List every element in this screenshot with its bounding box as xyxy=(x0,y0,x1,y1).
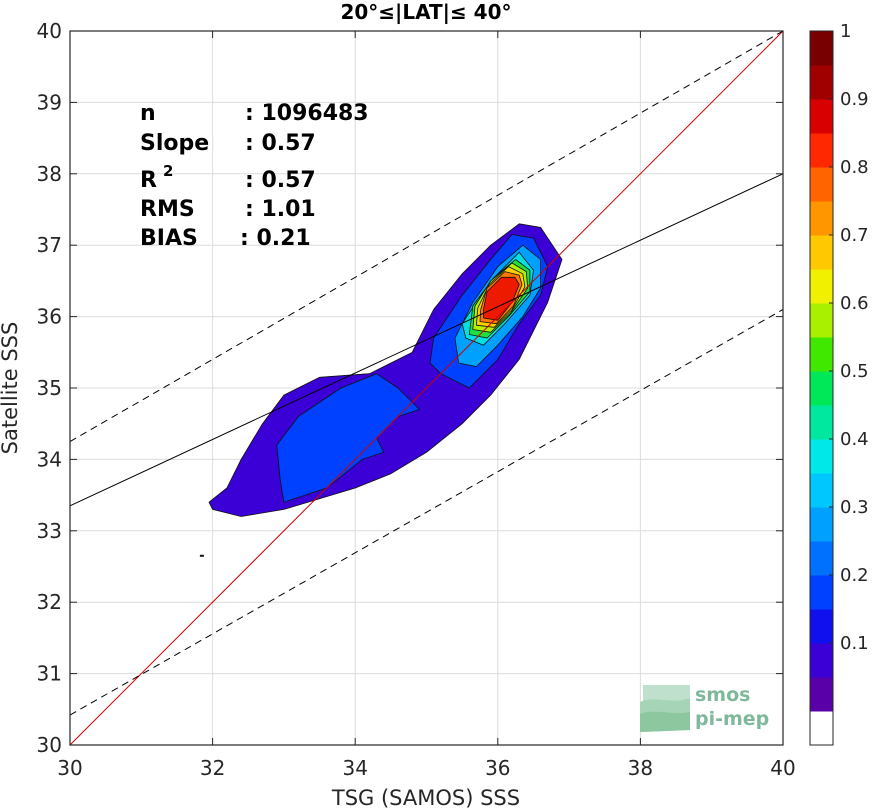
upper-band-line xyxy=(69,30,784,442)
stat-bias-value: : 0.21 xyxy=(240,226,311,251)
colorbar-segment xyxy=(810,167,833,202)
y-tick-label: 39 xyxy=(37,90,62,114)
y-tick-label: 33 xyxy=(37,519,62,543)
colorbar-segment xyxy=(810,473,833,508)
y-tick-label: 31 xyxy=(37,662,62,686)
x-tick-label: 40 xyxy=(770,756,795,780)
colorbar-segment xyxy=(810,371,833,406)
stat-rms-value: : 1.01 xyxy=(245,197,316,222)
x-tick-label: 34 xyxy=(342,756,367,780)
colorbar-segment xyxy=(810,643,833,678)
x-tick-label: 32 xyxy=(200,756,225,780)
colorbar-segment xyxy=(810,405,833,440)
lower-band-line xyxy=(69,309,784,716)
grid xyxy=(69,30,784,746)
reference-lines xyxy=(69,30,784,746)
colorbar-tick-label: 0.8 xyxy=(840,157,869,178)
chart-title: 20°≤|LAT|≤ 40° xyxy=(340,0,511,24)
y-tick-label: 37 xyxy=(37,233,62,257)
y-tick-label: 38 xyxy=(37,162,62,186)
y-axis-label: Satellite SSS xyxy=(0,322,22,455)
x-axis-ticks: 30 32 34 36 38 40 xyxy=(57,31,796,780)
stat-r2-label: R xyxy=(140,168,157,193)
isolated-point xyxy=(199,554,204,557)
colorbar-tick-label: 0.4 xyxy=(840,429,869,450)
colorbar-segment xyxy=(810,541,833,576)
stat-slope-value: : 0.57 xyxy=(245,131,316,156)
colorbar-segment xyxy=(810,31,833,66)
stat-r2-superscript: 2 xyxy=(163,162,173,180)
colorbar-tick-label: 0.9 xyxy=(840,89,869,110)
stat-n-label: n xyxy=(140,101,156,126)
colorbar-segment xyxy=(810,677,833,712)
colorbar-segment xyxy=(810,711,833,746)
logo-waves-icon xyxy=(640,685,690,732)
colorbar-tick-label: 0.5 xyxy=(840,361,869,382)
statistics-box: n : 1096483 Slope : 0.57 R 2 : 0.57 RMS … xyxy=(140,101,369,251)
colorbar-segment xyxy=(810,133,833,168)
one-to-one-line xyxy=(69,30,784,746)
colorbar-tick-label: 0.3 xyxy=(840,497,869,518)
colorbar-segment xyxy=(810,99,833,134)
colorbar-segment xyxy=(810,201,833,236)
y-axis-ticks: 30 31 32 33 34 35 36 37 38 39 40 xyxy=(37,19,783,757)
stat-r2-value: : 0.57 xyxy=(245,168,316,193)
stat-slope-label: Slope xyxy=(140,131,209,156)
colorbar-segment xyxy=(810,269,833,304)
colorbar xyxy=(810,31,833,746)
stat-bias-label: BIAS xyxy=(140,226,198,251)
colorbar-tick-label: 0.6 xyxy=(840,293,869,314)
logo-text-smos: smos xyxy=(695,684,750,706)
colorbar-tick-label: 0.2 xyxy=(840,565,869,586)
colorbar-frame xyxy=(809,30,834,746)
colorbar-segment xyxy=(810,439,833,474)
density-contour-1 xyxy=(276,373,420,503)
colorbar-segment xyxy=(810,337,833,372)
y-tick-label: 30 xyxy=(37,733,62,757)
y-tick-label: 34 xyxy=(37,447,62,471)
regression-line xyxy=(69,173,784,507)
x-axis-label: TSG (SAMOS) SSS xyxy=(331,786,520,810)
colorbar-ticks: 0.1 0.2 0.3 0.4 0.5 0.6 0.7 0.8 0.9 1 xyxy=(829,21,869,654)
stat-rms-label: RMS xyxy=(140,197,195,222)
y-tick-label: 32 xyxy=(37,590,62,614)
y-tick-label: 35 xyxy=(37,376,62,400)
y-tick-label: 36 xyxy=(37,305,62,329)
y-tick-label: 40 xyxy=(37,19,62,43)
x-tick-label: 36 xyxy=(485,756,510,780)
colorbar-tick-label: 0.1 xyxy=(840,633,869,654)
colorbar-segment xyxy=(810,303,833,338)
colorbar-segment xyxy=(810,609,833,644)
colorbar-segment xyxy=(810,575,833,610)
density-contours xyxy=(199,223,563,557)
smos-pi-mep-logo: smos pi-mep xyxy=(640,684,769,732)
x-tick-label: 30 xyxy=(57,756,82,780)
colorbar-tick-label: 1 xyxy=(840,21,851,42)
logo-text-pi-mep: pi-mep xyxy=(695,708,769,730)
x-tick-label: 38 xyxy=(628,756,653,780)
colorbar-tick-label: 0.7 xyxy=(840,225,869,246)
colorbar-segment xyxy=(810,235,833,270)
colorbar-segment xyxy=(810,507,833,542)
colorbar-segment xyxy=(810,65,833,100)
stat-n-value: : 1096483 xyxy=(245,101,369,126)
